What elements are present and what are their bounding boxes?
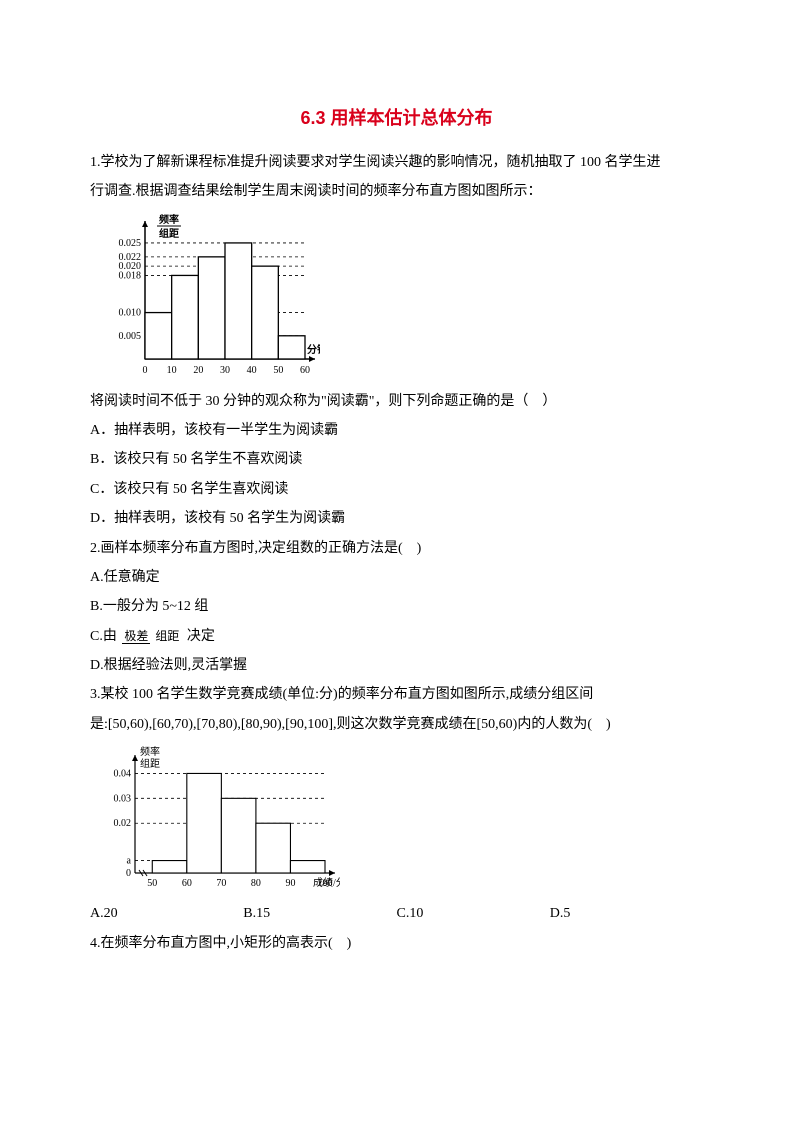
svg-text:组距: 组距 xyxy=(159,227,179,240)
q2c-prefix: C.由 xyxy=(90,629,117,644)
svg-text:0.005: 0.005 xyxy=(119,330,142,341)
svg-text:70: 70 xyxy=(216,878,226,889)
svg-text:50: 50 xyxy=(273,365,283,376)
svg-text:50: 50 xyxy=(147,878,157,889)
svg-text:10: 10 xyxy=(167,365,177,376)
q3-options: A.20 B.15 C.10 D.5 xyxy=(90,899,703,928)
svg-text:a: a xyxy=(127,856,132,867)
q1-option-d: D．抽样表明，该校有 50 名学生为阅读霸 xyxy=(90,504,703,533)
svg-text:频率: 频率 xyxy=(140,745,160,758)
q1-option-a: A．抽样表明，该校有一半学生为阅读霸 xyxy=(90,416,703,445)
svg-text:0.025: 0.025 xyxy=(119,238,142,249)
svg-text:0.03: 0.03 xyxy=(114,794,132,805)
svg-text:60: 60 xyxy=(182,878,192,889)
svg-text:分钟: 分钟 xyxy=(307,343,320,356)
q1-option-b: B．该校只有 50 名学生不喜欢阅读 xyxy=(90,445,703,474)
q3-option-c: C.10 xyxy=(397,899,550,928)
q3-line1: 3.某校 100 名学生数学竞赛成绩(单位:分)的频率分布直方图如图所示,成绩分… xyxy=(90,680,703,709)
q3-option-b: B.15 xyxy=(243,899,396,928)
q2c-suffix: 决定 xyxy=(187,629,215,644)
q1-intro-line1: 1.学校为了解新课程标准提升阅读要求对学生阅读兴趣的影响情况，随机抽取了 100… xyxy=(90,148,703,177)
q2c-numerator: 极差 xyxy=(122,629,150,644)
q1-option-c: C．该校只有 50 名学生喜欢阅读 xyxy=(90,475,703,504)
q1-stem: 将阅读时间不低于 30 分钟的观众称为"阅读霸"，则下列命题正确的是（ ） xyxy=(90,387,703,416)
svg-text:60: 60 xyxy=(300,365,310,376)
svg-text:0: 0 xyxy=(126,868,131,879)
q2-options: A.任意确定 B.一般分为 5~12 组 C.由 极差 组距 决定 D.根据经验… xyxy=(90,563,703,681)
q4-stem: 4.在频率分布直方图中,小矩形的高表示( ) xyxy=(90,929,703,958)
svg-text:0.022: 0.022 xyxy=(119,251,142,262)
q2-option-b: B.一般分为 5~12 组 xyxy=(90,592,703,621)
svg-text:成绩/分: 成绩/分 xyxy=(313,876,340,889)
svg-text:0.04: 0.04 xyxy=(114,769,132,780)
svg-text:频率: 频率 xyxy=(159,213,179,226)
q3-option-a: A.20 xyxy=(90,899,243,928)
svg-text:0.010: 0.010 xyxy=(119,307,142,318)
q1-options: A．抽样表明，该校有一半学生为阅读霸 B．该校只有 50 名学生不喜欢阅读 C．… xyxy=(90,416,703,534)
svg-text:0.02: 0.02 xyxy=(114,818,132,829)
q2c-fraction: 极差 组距 xyxy=(122,630,181,643)
q2c-denominator: 组距 xyxy=(153,629,181,643)
svg-text:90: 90 xyxy=(285,878,295,889)
svg-text:0: 0 xyxy=(143,365,148,376)
page-title: 6.3 用样本估计总体分布 xyxy=(90,100,703,138)
q3-option-d: D.5 xyxy=(550,899,703,928)
q1-histogram: 频率组距0.0050.0100.0180.0200.0220.025010203… xyxy=(90,211,703,381)
svg-text:40: 40 xyxy=(247,365,257,376)
q2-option-c: C.由 极差 组距 决定 xyxy=(90,622,703,651)
q3-line2: 是:[50,60),[60,70),[70,80),[80,90),[90,10… xyxy=(90,710,703,739)
q2-option-a: A.任意确定 xyxy=(90,563,703,592)
q3-histogram: 频率组距0.040.030.02a05060708090100成绩/分 xyxy=(90,743,703,893)
svg-text:20: 20 xyxy=(193,365,203,376)
svg-text:30: 30 xyxy=(220,365,230,376)
svg-text:80: 80 xyxy=(251,878,261,889)
svg-text:组距: 组距 xyxy=(140,757,160,770)
q1-intro-line2: 行调查.根据调查结果绘制学生周末阅读时间的频率分布直方图如图所示： xyxy=(90,177,703,206)
q2-option-d: D.根据经验法则,灵活掌握 xyxy=(90,651,703,680)
q2-stem: 2.画样本频率分布直方图时,决定组数的正确方法是( ) xyxy=(90,534,703,563)
